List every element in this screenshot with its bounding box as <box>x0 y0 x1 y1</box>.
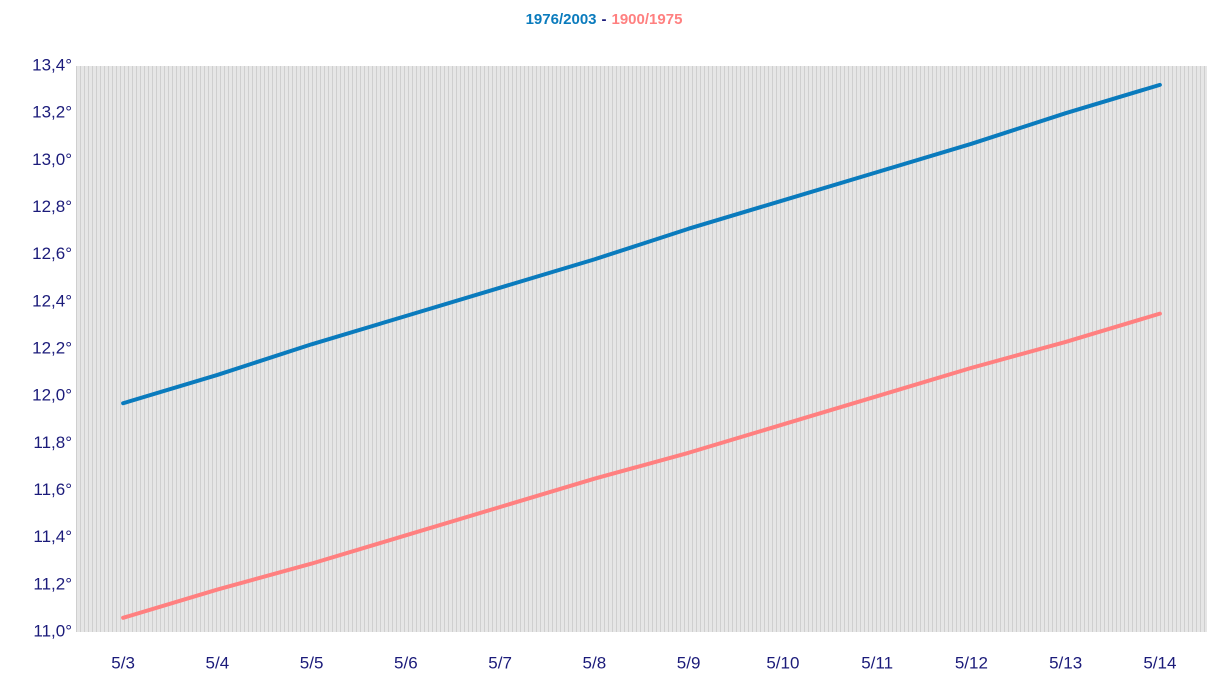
x-tick-label: 5/6 <box>394 653 418 672</box>
x-tick-label: 5/4 <box>206 653 230 672</box>
y-tick-label: 11,2° <box>33 574 72 593</box>
x-tick-label: 5/13 <box>1049 653 1082 672</box>
y-tick-label: 11,4° <box>33 527 72 546</box>
x-tick-label: 5/3 <box>111 653 135 672</box>
y-tick-label: 11,8° <box>33 433 72 452</box>
x-tick-label: 5/11 <box>861 653 893 672</box>
y-tick-label: 13,4° <box>32 55 72 74</box>
y-tick-label: 12,2° <box>32 338 72 357</box>
x-tick-label: 5/12 <box>955 653 988 672</box>
y-tick-label: 12,8° <box>32 197 72 216</box>
legend-entry: 1900/1975 <box>612 11 683 28</box>
legend-entry: 1976/2003 <box>526 11 597 28</box>
y-tick-label: 12,4° <box>32 291 72 310</box>
y-tick-label: 11,6° <box>33 480 72 499</box>
y-tick-label: 13,2° <box>32 103 72 122</box>
legend-separator: - <box>602 11 607 28</box>
x-tick-label: 5/7 <box>488 653 512 672</box>
x-tick-label: 5/5 <box>300 653 324 672</box>
series-line <box>121 82 1162 406</box>
chart-title: 1976/2003-1900/1975 <box>526 11 683 28</box>
y-tick-label: 13,0° <box>32 150 72 169</box>
y-tick-label: 11,0° <box>33 621 72 640</box>
plot-background <box>76 66 1207 632</box>
y-tick-label: 12,0° <box>32 386 72 405</box>
x-tick-label: 5/10 <box>766 653 799 672</box>
y-tick-label: 12,6° <box>32 244 72 263</box>
series-line <box>121 311 1162 620</box>
x-tick-label: 5/8 <box>583 653 607 672</box>
x-tick-label: 5/14 <box>1143 653 1176 672</box>
x-tick-label: 5/9 <box>677 653 701 672</box>
